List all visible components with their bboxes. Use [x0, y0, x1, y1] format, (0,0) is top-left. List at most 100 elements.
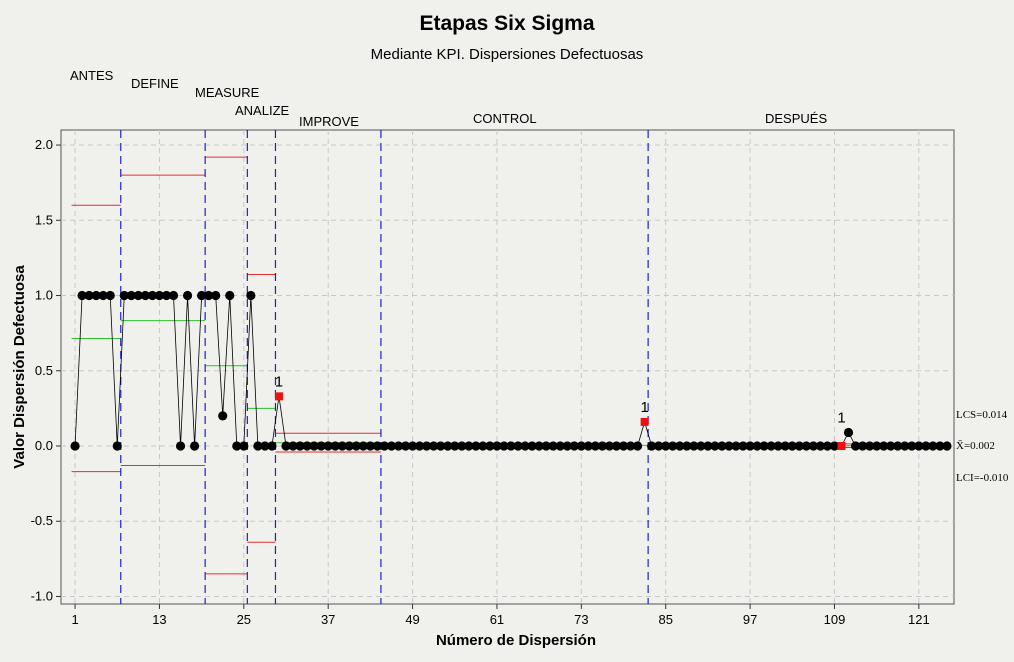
lcl-label: LCI=-0.010 [956, 472, 1009, 484]
data-point [112, 441, 122, 451]
data-point [415, 441, 425, 451]
data-point [351, 441, 361, 451]
data-point [661, 441, 671, 451]
data-point [865, 441, 875, 451]
data-point [98, 290, 108, 301]
data-point [246, 290, 256, 301]
x-tick-label: 13 [152, 612, 166, 627]
data-point [703, 441, 713, 451]
data-point [611, 441, 622, 451]
data-point [843, 427, 854, 438]
out-of-control-point [837, 442, 846, 450]
data-point [232, 441, 242, 451]
y-tick-label: 0.5 [35, 363, 53, 378]
y-tick-label: 2.0 [35, 137, 53, 152]
stage-label: DESPUÉS [765, 111, 827, 126]
y-tick-label: 0.0 [35, 438, 53, 453]
data-point [780, 441, 790, 451]
data-point [105, 290, 115, 301]
x-axis-label: Número de Dispersión [436, 632, 596, 649]
data-point [590, 441, 600, 451]
data-point [520, 441, 530, 451]
flag-label: 1 [837, 409, 845, 426]
data-point [91, 290, 101, 301]
data-point [815, 441, 826, 451]
data-point [618, 441, 629, 451]
data-point [337, 441, 347, 451]
center-label: X̄=0.002 [956, 440, 995, 452]
data-point [84, 290, 94, 301]
data-point [857, 441, 868, 451]
data-point [218, 411, 228, 421]
data-point [422, 441, 432, 451]
x-tick-label: 25 [237, 612, 251, 627]
y-tick-label: -1.0 [31, 588, 53, 603]
data-point [907, 441, 917, 451]
data-point [140, 290, 150, 301]
data-point [942, 441, 952, 451]
data-point [386, 441, 397, 451]
data-point [527, 441, 537, 451]
data-point [597, 441, 608, 451]
data-point [253, 441, 263, 451]
data-point [710, 441, 720, 451]
data-point [822, 441, 833, 451]
chart-title: Etapas Six Sigma [419, 12, 594, 35]
data-point [372, 441, 383, 451]
y-tick-label: -0.5 [31, 513, 53, 528]
data-point [147, 290, 158, 301]
data-point [787, 441, 797, 451]
x-tick-label: 1 [71, 612, 78, 627]
data-point [893, 441, 903, 451]
data-point [182, 290, 193, 301]
flag-label: 1 [640, 399, 648, 416]
data-point [450, 441, 460, 451]
data-point [161, 290, 172, 301]
data-point [562, 441, 572, 451]
data-point [478, 441, 488, 451]
data-point [436, 441, 446, 451]
data-point [668, 441, 678, 451]
data-point [225, 290, 235, 301]
data-point [260, 441, 270, 451]
data-point [295, 441, 305, 451]
data-point [77, 290, 87, 301]
y-tick-label: 1.5 [35, 212, 53, 227]
x-tick-label: 97 [743, 612, 757, 627]
stage-label: DEFINE [131, 76, 179, 91]
data-point [928, 441, 938, 451]
data-point [731, 441, 741, 451]
data-point [513, 441, 523, 451]
stage-label: IMPROVE [299, 114, 359, 129]
data-point [204, 290, 214, 301]
data-point [365, 441, 375, 451]
data-point [752, 441, 762, 451]
data-point [429, 441, 439, 451]
data-point [133, 290, 143, 301]
data-point [576, 441, 586, 451]
data-point [309, 441, 319, 451]
data-point [485, 441, 495, 451]
x-tick-label: 121 [908, 612, 930, 627]
data-point [492, 441, 502, 451]
data-point [344, 441, 354, 451]
data-point [738, 441, 748, 451]
data-point [189, 441, 200, 451]
data-point [914, 441, 924, 451]
data-point [457, 441, 467, 451]
data-point [379, 441, 390, 451]
y-tick-label: 1.0 [35, 288, 53, 303]
data-point [400, 441, 411, 451]
out-of-control-point [640, 417, 649, 426]
stage-label: MEASURE [195, 85, 260, 100]
flag-label: 1 [275, 373, 283, 390]
x-tick-label: 85 [658, 612, 672, 627]
chart-subtitle: Mediante KPI. Dispersiones Defectuosas [371, 46, 644, 63]
data-point [801, 441, 811, 451]
data-point [872, 441, 882, 451]
data-point [316, 441, 326, 451]
data-point [773, 441, 783, 451]
data-point [696, 441, 706, 451]
data-point [879, 441, 889, 451]
